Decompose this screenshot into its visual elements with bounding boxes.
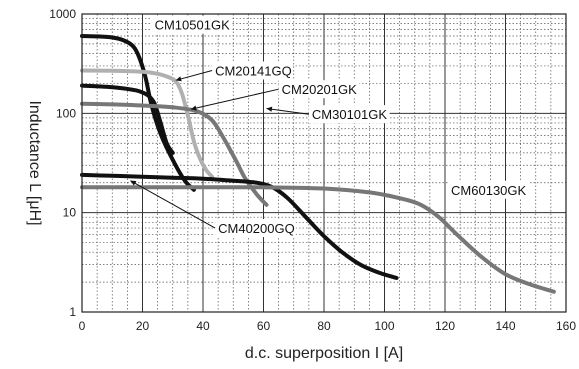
series-label-bg xyxy=(215,219,296,238)
series-label-cm60130gk: CM60130GK xyxy=(451,183,526,198)
series-label-cm30101gk: CM30101GK xyxy=(312,107,387,122)
series-label-bg xyxy=(278,80,360,99)
series-label-cm20201gk: CM20201GK xyxy=(282,82,357,97)
annotation-arrow xyxy=(175,70,213,81)
series-label-cm40200gq: CM40200GQ xyxy=(218,221,295,236)
x-tick-label: 80 xyxy=(317,319,331,333)
tick-labels: 0 20 40 60 80 100 120 140 160 1 10 100 1000 xyxy=(49,7,576,333)
series-label-bg xyxy=(448,180,529,199)
x-tick-label: 140 xyxy=(495,319,515,333)
x-axis-title: d.c. superposition I [A] xyxy=(245,345,403,362)
x-tick-label: 160 xyxy=(556,319,576,333)
x-tick-label: 20 xyxy=(136,319,150,333)
y-tick-label: 1 xyxy=(69,305,76,319)
series-label-cm20141gq: CM20141GQ xyxy=(215,63,292,78)
x-tick-label: 0 xyxy=(79,319,86,333)
annotation-layer: CM10501GK CM20141GQ CM20201GK CM30101GK CM60… xyxy=(130,15,529,238)
series-label-bg xyxy=(151,15,233,34)
series-line-cm20141gq xyxy=(80,68,215,179)
annotation-arrowhead xyxy=(130,180,137,186)
x-tick-label: 100 xyxy=(374,319,394,333)
annotation-arrow xyxy=(130,180,216,229)
series-label-bg xyxy=(212,61,293,80)
series-label-bg xyxy=(308,105,390,124)
series-label-cm10501gk: CM10501GK xyxy=(155,18,230,33)
plot-frame xyxy=(81,13,567,313)
series-line-cm20201gk xyxy=(80,83,175,155)
annotation-arrowhead xyxy=(266,106,273,112)
y-tick-label: 10 xyxy=(63,206,77,220)
annotation-arrow xyxy=(190,88,279,110)
series-line-cm10501gk xyxy=(80,34,196,192)
series-line-cm60130gk xyxy=(80,185,556,294)
y-tick-label: 100 xyxy=(56,106,76,120)
series-layer xyxy=(80,34,556,294)
y-tick-label: 1000 xyxy=(49,7,76,21)
y-axis-title: Inductance L [μH] xyxy=(26,100,43,225)
x-tick-label: 60 xyxy=(257,319,271,333)
annotation-arrowhead xyxy=(190,105,197,111)
annotation-arrow xyxy=(266,107,309,115)
x-tick-label: 40 xyxy=(196,319,210,333)
annotation-arrowhead xyxy=(175,76,182,82)
x-tick-label: 120 xyxy=(435,319,455,333)
